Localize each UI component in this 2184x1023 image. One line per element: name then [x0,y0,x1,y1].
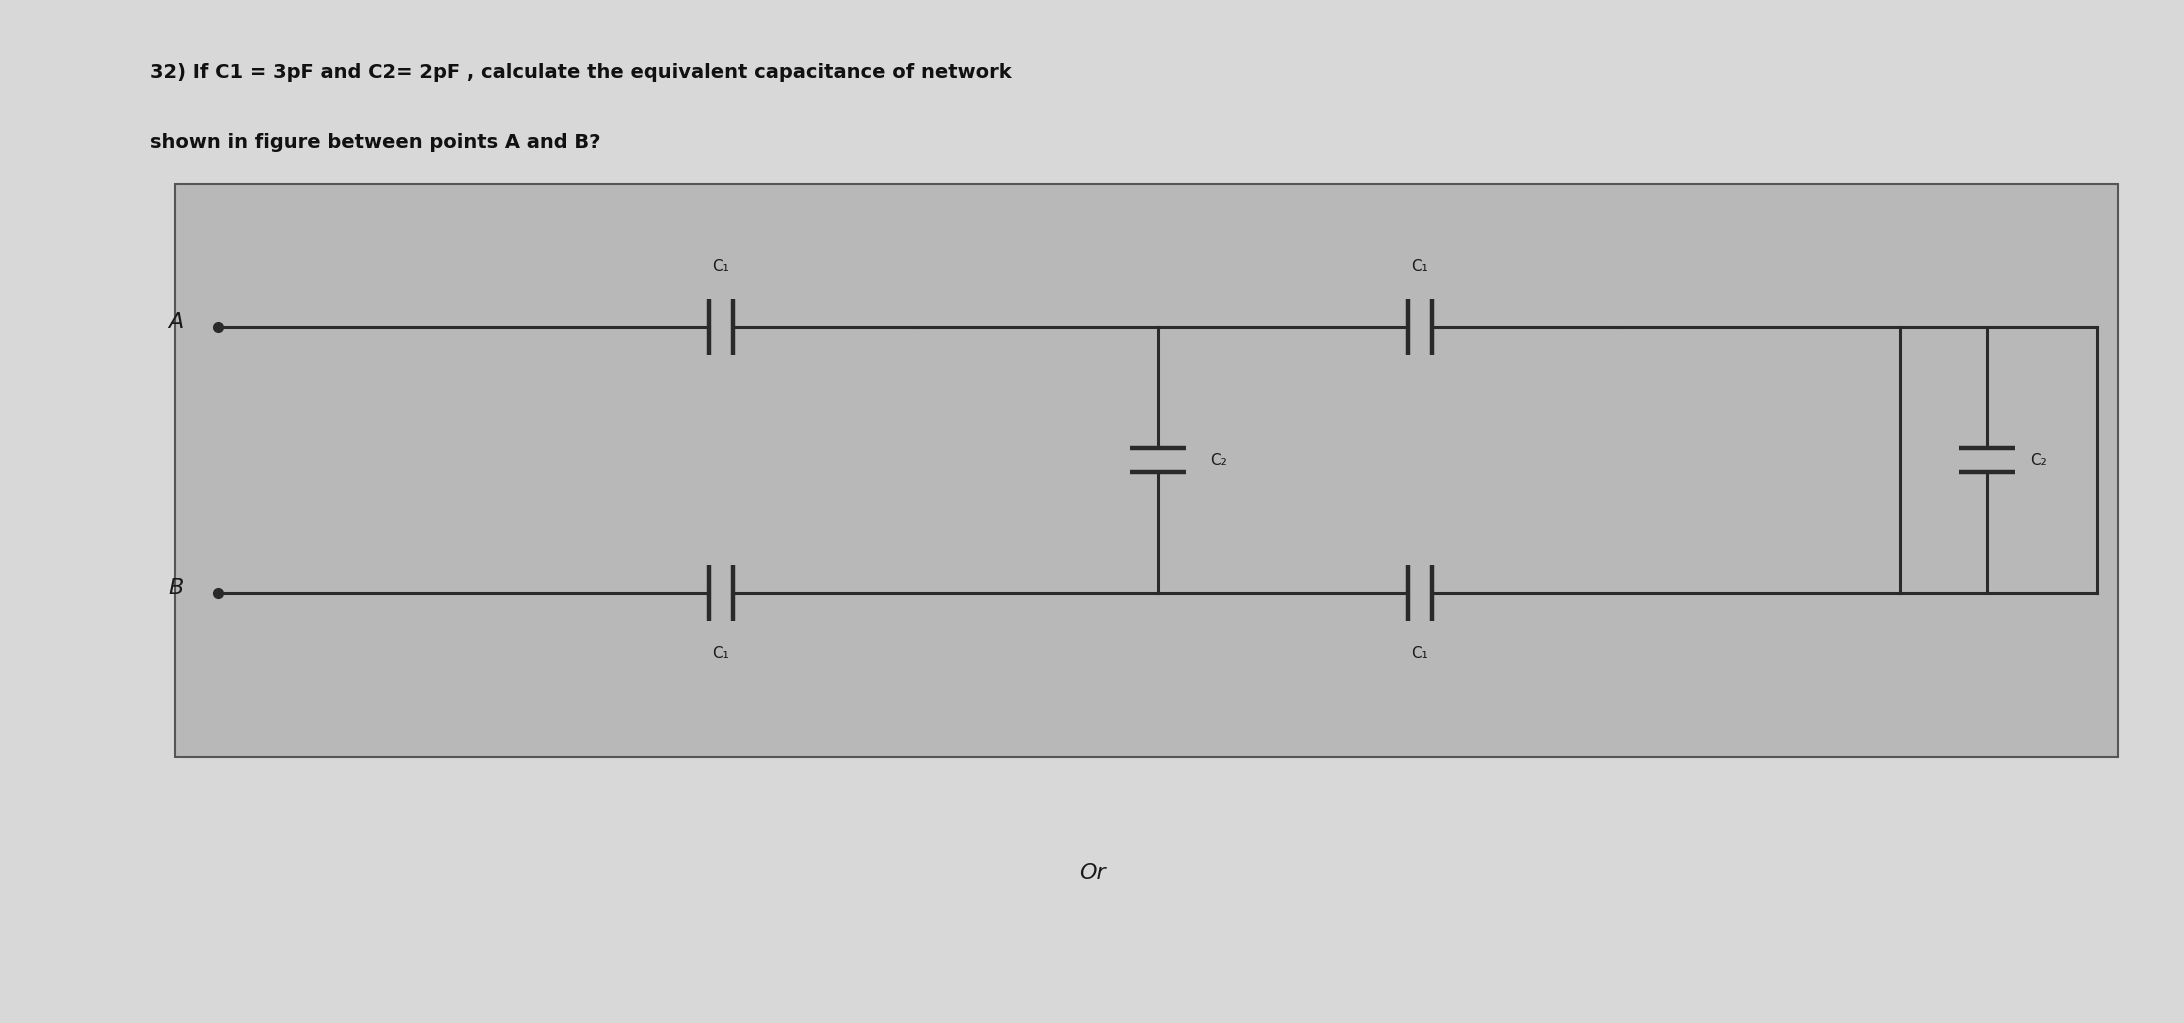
Text: C₁: C₁ [1411,260,1428,274]
Text: C₂: C₂ [1210,453,1227,468]
Bar [175,184,2118,757]
Text: A: A [168,312,183,332]
Text: 32) If C1 = 3pF and C2= 2pF , calculate the equivalent capacitance of network: 32) If C1 = 3pF and C2= 2pF , calculate … [151,63,1011,82]
Text: C₁: C₁ [712,260,729,274]
Text: Or: Or [1079,863,1105,883]
Text: C₁: C₁ [712,647,729,661]
Text: C₁: C₁ [1411,647,1428,661]
Text: B: B [168,578,183,598]
Text: shown in figure between points A and B?: shown in figure between points A and B? [151,133,601,152]
Text: C₂: C₂ [2031,453,2046,468]
